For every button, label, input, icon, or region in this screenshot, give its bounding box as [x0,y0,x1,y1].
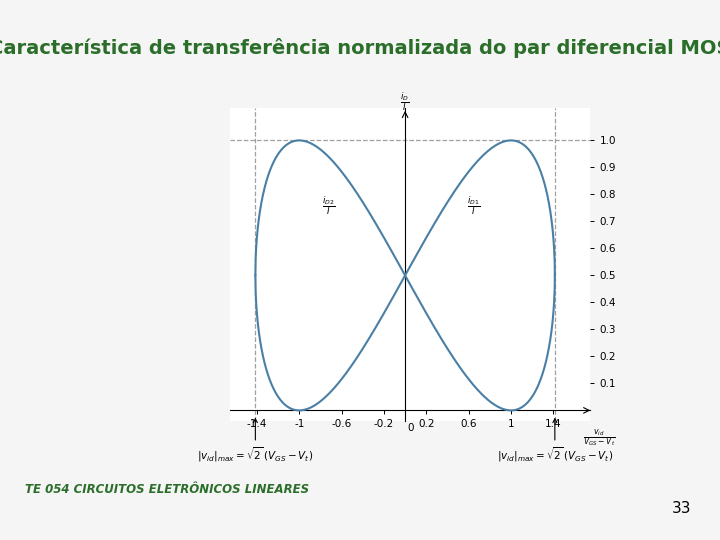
Text: $|v_{id}|_{max} = \sqrt{2}\,(V_{GS} - V_t)$: $|v_{id}|_{max} = \sqrt{2}\,(V_{GS} - V_… [497,446,613,464]
Text: Característica de transferência normalizada do par diferencial MOS: Característica de transferência normaliz… [0,38,720,58]
Text: $|v_{id}|_{max} = \sqrt{2}\,(V_{GS} - V_t)$: $|v_{id}|_{max} = \sqrt{2}\,(V_{GS} - V_… [197,446,313,464]
Text: $\frac{i_D}{I}$: $\frac{i_D}{I}$ [400,91,410,113]
Text: TE 054 CIRCUITOS ELETRÔNICOS LINEARES: TE 054 CIRCUITOS ELETRÔNICOS LINEARES [25,483,310,496]
Text: 0: 0 [408,422,414,433]
Text: $\frac{i_{D1}}{I}$: $\frac{i_{D1}}{I}$ [467,194,480,217]
Text: $\frac{i_{D2}}{I}$: $\frac{i_{D2}}{I}$ [323,194,336,217]
Text: 33: 33 [672,501,691,516]
Text: $\frac{v_{id}}{V_{GS}-V_t}$: $\frac{v_{id}}{V_{GS}-V_t}$ [583,428,616,449]
